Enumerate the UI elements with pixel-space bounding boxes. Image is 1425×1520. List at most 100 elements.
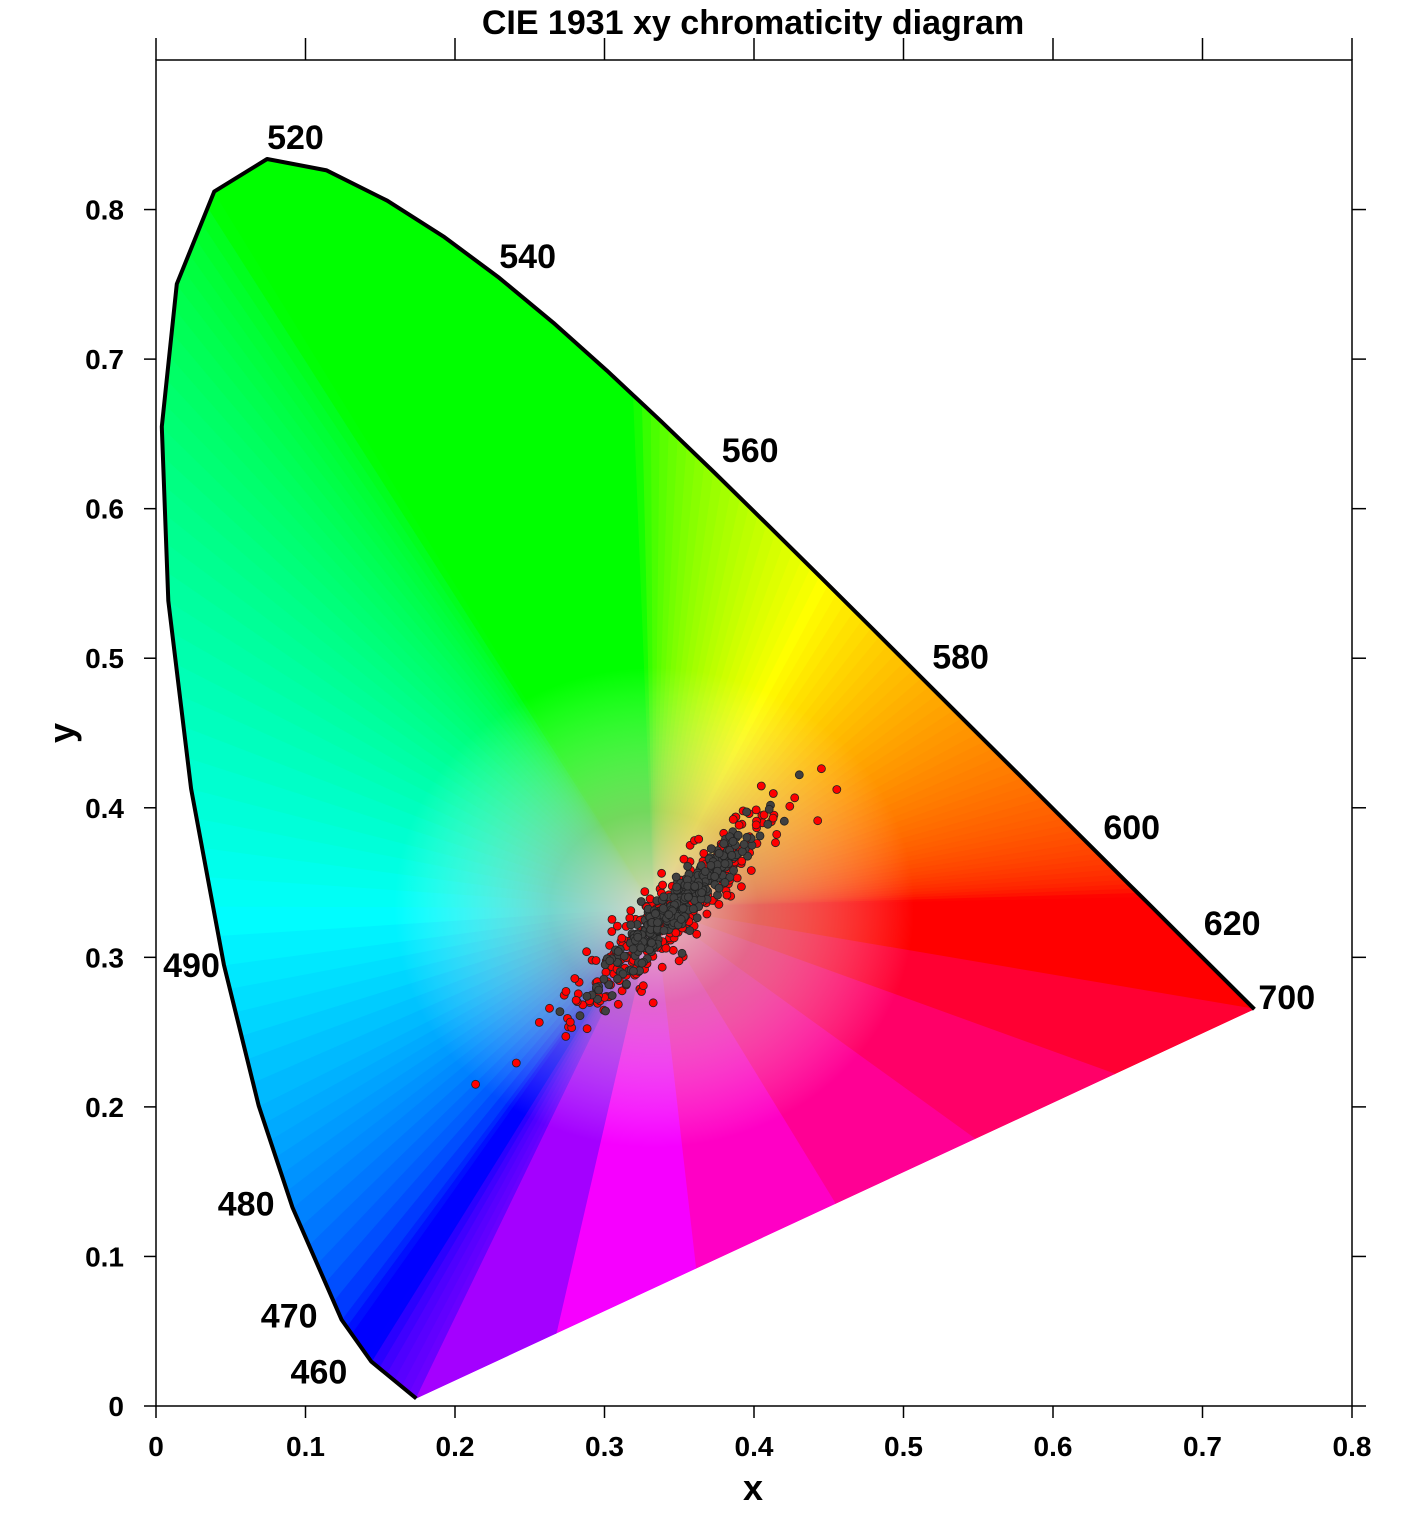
y-axis-label: y xyxy=(41,723,82,743)
data-point xyxy=(734,820,744,830)
data-point xyxy=(622,979,631,989)
x-tick-label: 0.1 xyxy=(286,1431,325,1462)
data-point xyxy=(607,915,617,924)
data-point xyxy=(706,844,716,853)
data-point xyxy=(772,830,782,839)
wavelength-label-600: 600 xyxy=(1103,809,1160,847)
data-point xyxy=(763,819,773,829)
data-point xyxy=(710,872,720,881)
data-point xyxy=(746,866,756,875)
x-tick-label: 0.8 xyxy=(1333,1431,1372,1462)
data-point xyxy=(685,926,695,935)
data-point xyxy=(617,933,627,943)
y-axis: 0 0.1 0.2 0.3 0.4 0.5 0.6 0.7 0.8 xyxy=(85,195,1366,1422)
spectral-locus xyxy=(159,157,1256,1401)
data-point xyxy=(720,859,730,869)
data-point xyxy=(638,981,648,991)
data-point xyxy=(613,999,623,1009)
data-point xyxy=(651,909,660,919)
data-point xyxy=(626,906,636,915)
data-point xyxy=(725,872,735,882)
data-point xyxy=(661,943,671,953)
data-point xyxy=(555,1007,565,1016)
wavelength-label-580: 580 xyxy=(932,638,989,676)
data-point xyxy=(771,838,780,848)
data-point xyxy=(733,830,743,840)
data-point xyxy=(676,914,686,924)
data-point xyxy=(640,887,650,896)
data-point xyxy=(671,872,681,882)
data-point xyxy=(565,1017,575,1027)
data-point xyxy=(604,980,614,989)
y-tick-label: 0.6 xyxy=(85,494,124,525)
data-point xyxy=(714,883,724,893)
data-point xyxy=(605,956,615,966)
data-point xyxy=(575,1011,585,1021)
data-point xyxy=(613,921,622,931)
data-point xyxy=(561,987,571,996)
data-point xyxy=(722,890,732,900)
x-tick-label: 0.3 xyxy=(585,1431,624,1462)
data-point xyxy=(605,941,614,950)
y-tick-label: 0.7 xyxy=(85,344,124,375)
data-point xyxy=(719,839,729,848)
data-point xyxy=(582,1024,592,1034)
data-point xyxy=(653,918,662,927)
data-point xyxy=(677,948,687,958)
x-tick-label: 0 xyxy=(148,1431,164,1462)
wavelength-label-460: 460 xyxy=(291,1354,348,1392)
chart-title: CIE 1931 xy chromaticity diagram xyxy=(482,4,1024,42)
data-point xyxy=(659,892,669,902)
x-tick-label: 0.2 xyxy=(436,1431,475,1462)
data-point xyxy=(813,816,823,826)
data-point xyxy=(755,831,765,841)
data-point xyxy=(728,837,738,846)
data-point xyxy=(633,932,643,942)
data-point xyxy=(561,1032,571,1041)
data-point xyxy=(599,974,609,984)
data-point xyxy=(582,991,592,1001)
data-point xyxy=(688,904,698,914)
data-point xyxy=(785,801,795,811)
x-tick-label: 0.4 xyxy=(735,1431,774,1462)
data-point xyxy=(607,927,617,936)
data-point xyxy=(511,1058,521,1068)
x-tick-label: 0.6 xyxy=(1034,1431,1073,1462)
data-point xyxy=(751,820,761,830)
data-point xyxy=(658,904,668,913)
data-point xyxy=(471,1079,481,1089)
gamut-fill xyxy=(161,159,1255,1399)
data-point xyxy=(692,913,702,923)
data-point xyxy=(658,880,667,890)
wavelength-label-470: 470 xyxy=(261,1298,318,1336)
data-point xyxy=(545,1003,554,1013)
y-tick-label: 0.4 xyxy=(85,793,124,824)
data-point xyxy=(648,998,658,1008)
y-tick-label: 0.5 xyxy=(85,643,124,674)
x-axis: 0 0.1 0.2 0.3 0.4 0.5 0.6 0.7 0.8 xyxy=(148,38,1371,1462)
wavelength-label-620: 620 xyxy=(1204,905,1261,943)
wavelength-label-700: 700 xyxy=(1258,979,1315,1017)
data-point xyxy=(732,873,742,883)
data-point xyxy=(729,866,738,875)
data-point xyxy=(668,945,678,955)
data-point xyxy=(637,958,647,968)
y-tick-label: 0.8 xyxy=(85,195,124,226)
data-point xyxy=(684,892,693,902)
data-point xyxy=(636,897,646,906)
data-point xyxy=(664,910,674,920)
data-point xyxy=(582,947,591,957)
data-point xyxy=(737,856,747,866)
data-point xyxy=(714,900,724,909)
data-point xyxy=(534,1018,544,1027)
data-point xyxy=(571,995,581,1005)
data-point xyxy=(751,805,761,815)
data-point xyxy=(697,888,707,897)
data-point xyxy=(659,926,669,935)
wavelength-label-480: 480 xyxy=(218,1186,275,1224)
data-point xyxy=(694,834,704,844)
data-point xyxy=(720,878,730,887)
wavelength-labels: 520 540 560 580 600 620 700 490 480 470 460 xyxy=(163,119,1315,1392)
data-point xyxy=(657,962,667,972)
